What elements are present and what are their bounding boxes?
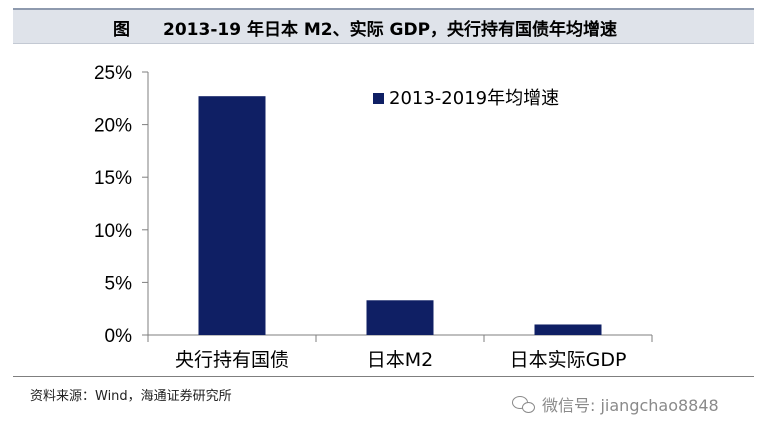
x-tick-label: 日本实际GDP [510,349,627,371]
figure-label: 图 [113,20,130,40]
bar [198,96,266,335]
chart-title: 2013-19 年日本 M2、实际 GDP，央行持有国债年均增速 [163,20,618,40]
legend-swatch [373,93,384,104]
divider [13,376,754,377]
bar [534,324,602,335]
y-tick-label: 15% [94,168,132,189]
source-note: 资料来源：Wind，海通证券研究所 [30,389,232,404]
y-tick-label: 0% [105,326,133,347]
legend-label: 2013-2019年均增速 [389,88,559,109]
wechat-icon [512,395,536,413]
bar [366,300,434,335]
y-tick-label: 5% [105,273,133,294]
y-tick-label: 10% [94,221,132,242]
figure-header: 图 2013-19 年日本 M2、实际 GDP，央行持有国债年均增速 [13,8,754,44]
watermark-text: 微信号: jiangchao8848 [542,396,719,415]
x-tick-label: 日本M2 [367,349,433,371]
y-tick-label: 20% [94,116,132,137]
x-tick-label: 央行持有国债 [175,349,289,371]
y-tick-label: 25% [94,63,132,84]
watermark: 微信号: jiangchao8848 [512,392,719,416]
